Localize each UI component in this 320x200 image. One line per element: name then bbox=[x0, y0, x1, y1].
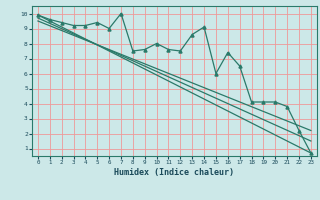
X-axis label: Humidex (Indice chaleur): Humidex (Indice chaleur) bbox=[115, 168, 234, 177]
